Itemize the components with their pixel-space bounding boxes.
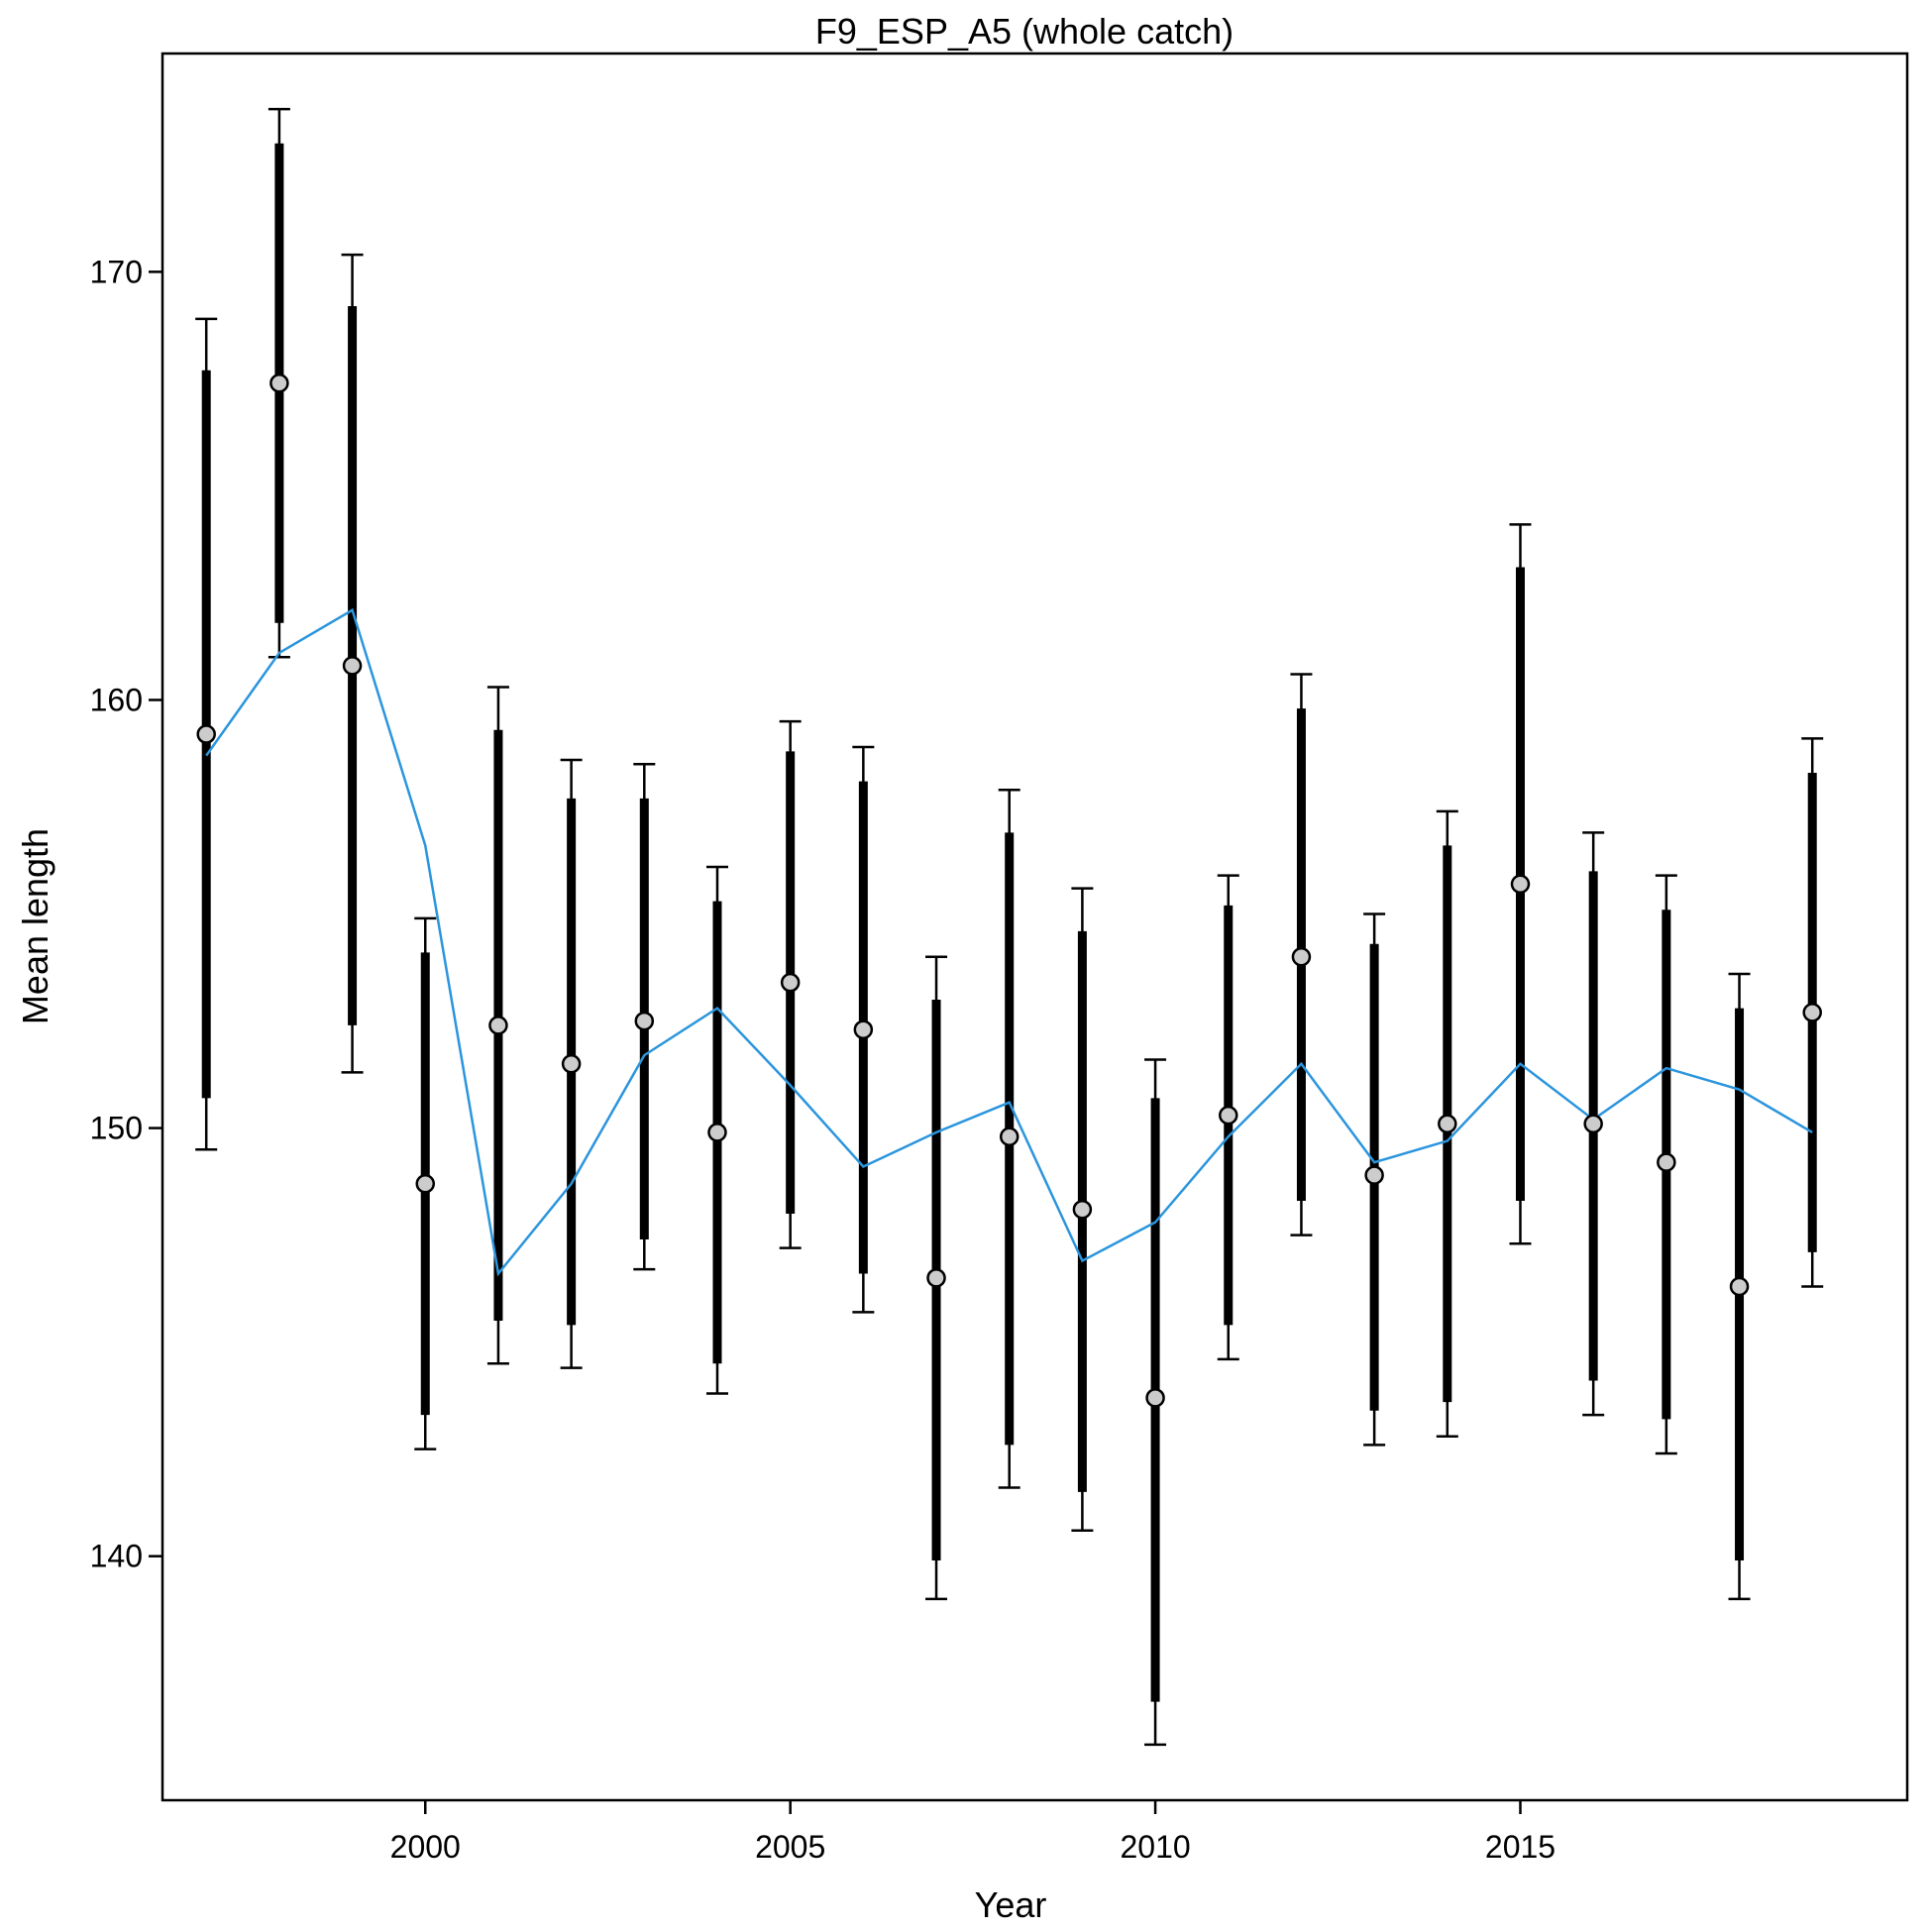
observed-point: [1583, 1114, 1603, 1134]
observed-point: [780, 972, 801, 993]
observed-point: [1364, 1165, 1384, 1185]
observed-point: [196, 724, 216, 744]
observed-point: [1510, 874, 1531, 895]
observed-point: [634, 1011, 655, 1031]
observed-point: [1802, 1003, 1822, 1022]
observed-point: [1072, 1199, 1093, 1220]
observed-point: [1657, 1152, 1676, 1172]
y-tick-label: 140: [90, 1539, 143, 1574]
observed-point: [1145, 1388, 1165, 1408]
x-axis: 2000 2005 2010 2015: [390, 1800, 1556, 1865]
x-tick-label: 2015: [1485, 1829, 1556, 1865]
chart-title: F9_ESP_A5 (whole catch): [815, 11, 1234, 52]
observed-point: [707, 1123, 727, 1142]
x-tick-label: 2010: [1120, 1829, 1190, 1865]
x-axis-title: Year: [975, 1884, 1047, 1925]
observed-point: [926, 1268, 946, 1288]
observed-point: [342, 656, 363, 676]
y-tick-label: 160: [90, 682, 143, 717]
observed-point: [1219, 1105, 1238, 1126]
observed-point: [1438, 1114, 1457, 1134]
y-axis-title: Mean length: [15, 828, 55, 1024]
observed-point: [269, 373, 289, 393]
x-tick-label: 2000: [390, 1829, 461, 1865]
y-tick-label: 170: [90, 254, 143, 289]
observed-point: [853, 1020, 874, 1039]
observed-point: [1291, 946, 1312, 967]
plot-frame: [161, 52, 1909, 1802]
y-tick-label: 150: [90, 1111, 143, 1146]
observed-point: [1729, 1276, 1750, 1297]
expected-line: [205, 607, 1813, 1277]
observed-points: [196, 373, 1822, 1408]
y-axis: 140 150 160 170: [90, 254, 162, 1574]
observed-point: [561, 1054, 582, 1074]
observed-point: [488, 1016, 508, 1035]
x-tick-label: 2005: [755, 1829, 825, 1865]
observed-point: [999, 1127, 1020, 1146]
observed-point: [415, 1174, 436, 1194]
